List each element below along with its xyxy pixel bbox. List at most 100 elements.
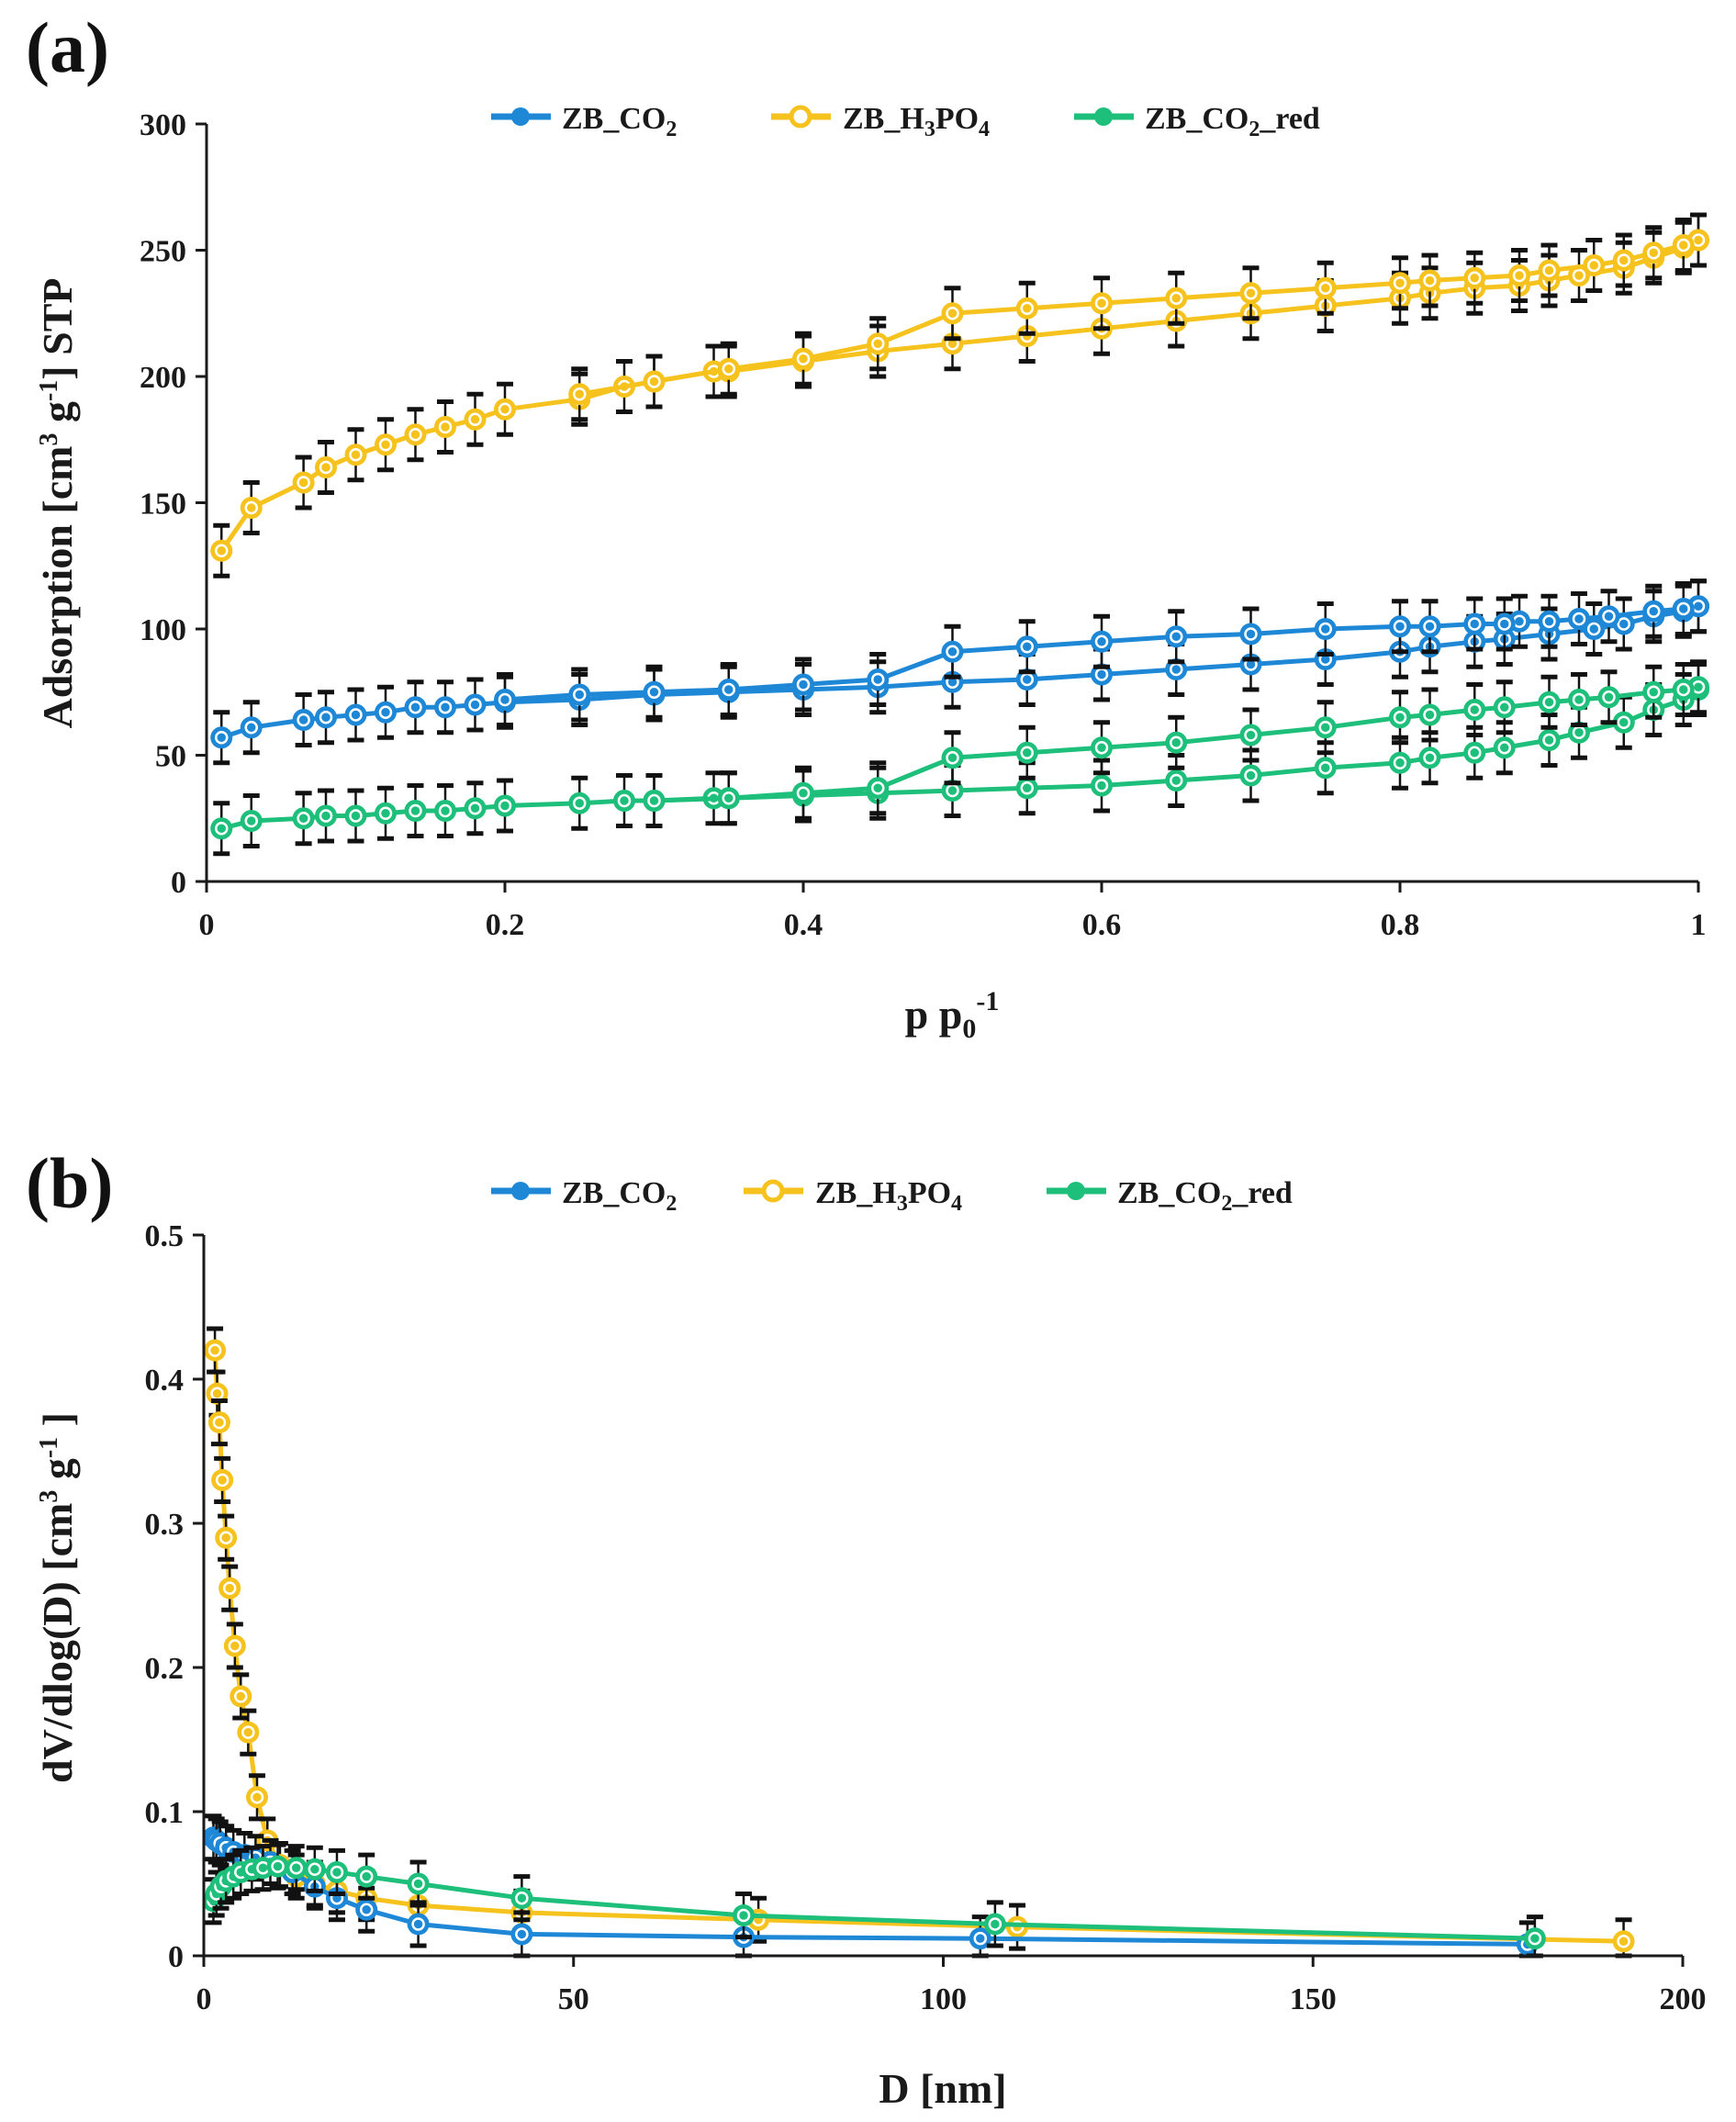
x-axis-ticks-b: 0 50 100 150 200 <box>196 1956 1707 2016</box>
marker-ring-zb-h3po4 <box>1542 264 1556 277</box>
marker-zb-co2-red <box>792 781 814 804</box>
y-tick-label-a: 0 <box>171 866 186 900</box>
marker-ring-zb-co2-red <box>244 814 258 828</box>
marker-ring-zb-co2 <box>1318 622 1332 636</box>
legend-a-marker-zb-h3po4 <box>789 105 812 129</box>
data-point-zb-co2-red <box>240 793 263 848</box>
marker-zb-co2-red <box>1239 724 1262 747</box>
data-point-zb-h3po4 <box>1015 280 1038 336</box>
marker-ring-zb-h3po4 <box>319 460 333 475</box>
y-tick-label-a: 100 <box>140 613 186 647</box>
marker-zb-co2-red <box>717 787 740 810</box>
marker-zb-co2 <box>510 1923 533 1946</box>
marker-ring-zb-h3po4 <box>349 448 363 462</box>
x-tick-label-a: 0.4 <box>784 908 823 942</box>
plot-area-b <box>202 1326 1635 1959</box>
marker-zb-co2-red <box>733 1904 756 1927</box>
data-point-zb-co2-red <box>792 765 814 821</box>
data-point-zb-co2-red <box>1165 753 1188 808</box>
marker-zb-h3po4 <box>494 398 516 421</box>
marker-zb-co2-red <box>1314 716 1337 739</box>
marker-zb-co2-red <box>1418 703 1441 726</box>
data-point-zb-h3po4 <box>792 331 814 387</box>
marker-ring-zb-co2-red <box>1602 690 1616 704</box>
marker-ring-zb-h3po4 <box>1647 246 1661 260</box>
marker-ring-zb-co2-red <box>319 809 333 823</box>
data-point-zb-h3po4 <box>344 427 367 483</box>
data-point-zb-co2 <box>315 690 337 746</box>
marker-ring-zb-co2 <box>215 731 229 745</box>
marker-zb-co2-red <box>1389 706 1411 729</box>
x-axis-ticks-a: 0 0.2 0.4 0.6 0.8 1 <box>199 881 1707 942</box>
marker-zb-h3po4 <box>717 357 740 380</box>
marker-zb-co2-red <box>1314 757 1337 780</box>
data-point-zb-co2-red <box>375 785 397 841</box>
data-point-zb-h3po4 <box>717 341 740 397</box>
y-axis-ticks-b: 0 0.1 0.2 0.3 0.4 0.5 <box>145 1219 204 1974</box>
marker-ring-zb-co2-red <box>1244 728 1258 742</box>
marker-zb-co2-red <box>292 807 315 830</box>
marker-ring-zb-co2 <box>796 678 811 691</box>
marker-ring-zb-h3po4 <box>438 420 453 434</box>
data-point-zb-co2-red <box>717 770 740 826</box>
marker-zb-co2 <box>407 1913 430 1936</box>
data-point-zb-co2-red <box>1672 662 1695 717</box>
marker-ring-zb-co2 <box>1468 617 1482 631</box>
data-point-zb-h3po4 <box>1418 253 1441 309</box>
marker-zb-co2 <box>1642 600 1665 623</box>
y-tick-label-a: 50 <box>155 740 186 774</box>
marker-zb-co2-red <box>1165 731 1188 754</box>
marker-zb-co2-red <box>285 1857 308 1880</box>
marker-ring-zb-co2 <box>871 672 885 687</box>
marker-zb-h3po4 <box>1418 269 1441 292</box>
data-point-zb-h3po4 <box>375 417 397 473</box>
marker-ring-zb-co2 <box>1617 617 1630 631</box>
data-point-zb-co2-red <box>1418 687 1441 743</box>
data-point-zb-h3po4 <box>1389 255 1411 311</box>
y-axis-ticks-a: 0 50 100 150 200 250 300 <box>140 108 207 900</box>
data-point-zb-co2-red <box>1314 700 1337 756</box>
marker-zb-co2-red <box>1389 751 1411 774</box>
data-point-zb-h3po4 <box>568 366 591 422</box>
marker-zb-co2-red <box>643 790 666 812</box>
marker-ring-zb-h3po4 <box>573 387 587 401</box>
marker-ring-zb-co2-red <box>573 796 587 810</box>
marker-ring-zb-h3po4 <box>1468 271 1482 285</box>
marker-ring-zb-co2 <box>1647 604 1661 618</box>
marker-zb-h3po4 <box>1642 241 1665 264</box>
x-tick-label-b: 150 <box>1290 1982 1337 2016</box>
marker-ring-zb-h3po4 <box>244 500 258 515</box>
marker-ring-zb-co2-red <box>946 751 959 765</box>
marker-ring-zb-co2 <box>1572 612 1586 626</box>
marker-zb-h3po4 <box>215 1526 238 1549</box>
data-point-zb-co2-red <box>1165 714 1188 770</box>
data-point-zb-h3po4 <box>1672 218 1695 273</box>
marker-zb-co2-red <box>1165 769 1188 792</box>
data-point-zb-h3po4 <box>643 354 666 410</box>
data-point-zb-co2 <box>1015 619 1038 675</box>
marker-zb-co2 <box>464 693 487 716</box>
marker-ring-zb-h3po4 <box>647 375 661 388</box>
marker-ring-zb-co2-red <box>1423 751 1437 765</box>
data-point-zb-h3po4 <box>292 455 315 511</box>
marker-ring-zb-h3po4 <box>1393 276 1407 290</box>
marker-zb-h3po4 <box>568 383 591 406</box>
data-point-zb-co2 <box>1165 609 1188 665</box>
data-point-zb-h3po4 <box>1314 260 1337 316</box>
marker-zb-co2-red <box>1597 686 1620 709</box>
marker-zb-h3po4 <box>245 1786 268 1809</box>
data-point-zb-h3po4 <box>1612 232 1635 288</box>
marker-zb-h3po4 <box>1389 272 1411 295</box>
marker-ring-zb-co2 <box>1542 614 1556 628</box>
marker-ring-zb-co2-red <box>1423 708 1437 722</box>
marker-zb-co2-red <box>1612 711 1635 734</box>
x-axis-title-b: D [nm] <box>879 2065 1006 2112</box>
marker-zb-h3po4 <box>464 408 487 431</box>
x-tick-label-b: 100 <box>920 1982 967 2016</box>
marker-ring-zb-co2-red <box>1318 761 1332 775</box>
marker-zb-co2-red <box>494 794 516 817</box>
marker-ring-zb-co2-red <box>359 1869 374 1883</box>
marker-zb-h3po4 <box>210 539 233 562</box>
data-point-zb-co2 <box>1672 581 1695 636</box>
data-point-zb-co2-red <box>325 1847 348 1896</box>
